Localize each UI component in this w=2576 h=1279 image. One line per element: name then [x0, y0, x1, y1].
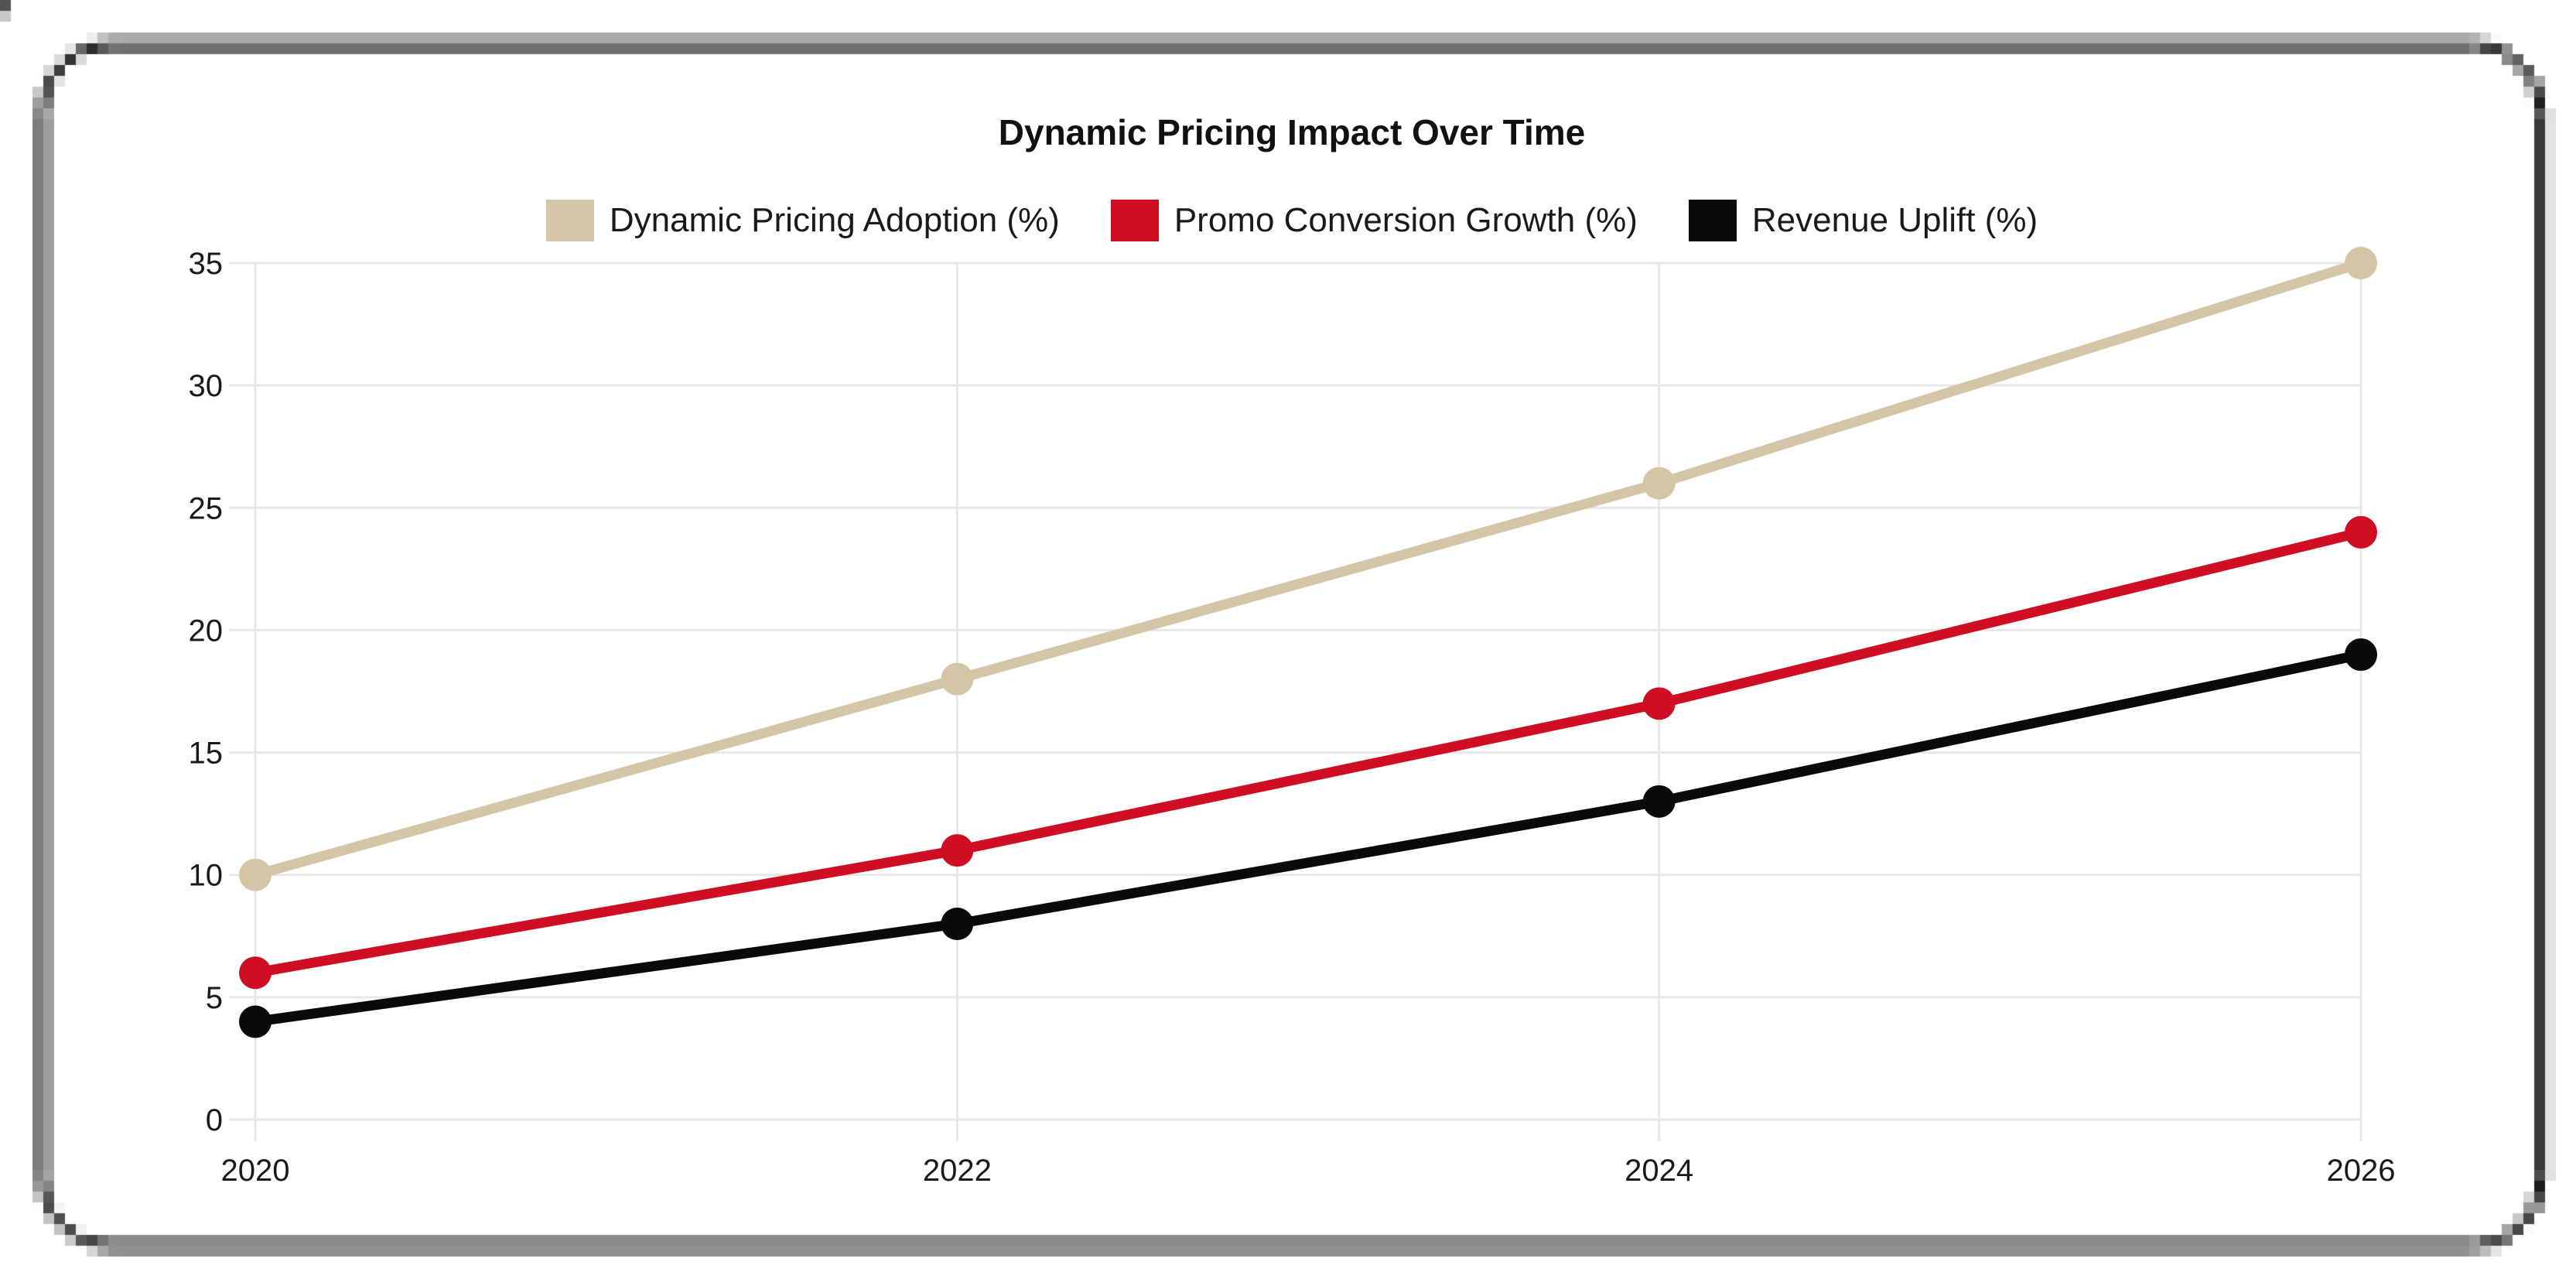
- x-tick-label: 2022: [923, 1154, 992, 1188]
- legend-label: Revenue Uplift (%): [1751, 201, 2038, 239]
- series-2: [239, 638, 2377, 1038]
- series-0: [239, 247, 2377, 891]
- x-tick-label: 2024: [1625, 1154, 1693, 1188]
- data-point: [1642, 687, 1676, 720]
- x-tick-label: 2020: [221, 1154, 290, 1188]
- y-tick-label: 25: [189, 491, 224, 525]
- y-tick-label: 20: [189, 614, 224, 648]
- chart-title: Dynamic Pricing Impact Over Time: [998, 112, 1586, 152]
- data-point: [239, 858, 272, 891]
- data-point: [941, 834, 974, 867]
- y-tick-label: 0: [206, 1103, 223, 1137]
- y-tick-label: 35: [189, 247, 224, 281]
- y-tick-label: 15: [189, 737, 224, 771]
- legend-swatch: [1110, 200, 1159, 241]
- legend-item-2[interactable]: Revenue Uplift (%): [1688, 198, 2038, 243]
- y-tick-label: 30: [189, 369, 224, 403]
- chart-legend: Dynamic Pricing Adoption (%) Promo Conver…: [43, 197, 2541, 245]
- x-tick-label: 2026: [2327, 1154, 2396, 1188]
- series-line: [250, 258, 2366, 881]
- gridlines: [229, 262, 2362, 1141]
- series-line: [250, 527, 2366, 978]
- y-tick-label: 5: [206, 981, 223, 1015]
- data-point: [2345, 515, 2377, 549]
- data-point: [2345, 247, 2377, 279]
- data-point: [239, 1005, 272, 1038]
- data-point: [2345, 638, 2377, 672]
- legend-label: Promo Conversion Growth (%): [1174, 201, 1638, 239]
- series-1: [239, 515, 2377, 990]
- data-point: [1642, 467, 1676, 500]
- data-point: [941, 662, 974, 696]
- series-line: [250, 649, 2366, 1027]
- y-tick-label: 10: [189, 859, 224, 893]
- legend-swatch: [545, 200, 594, 241]
- legend-item-1[interactable]: Promo Conversion Growth (%): [1110, 198, 1638, 243]
- data-point: [941, 907, 974, 940]
- legend-swatch: [1688, 200, 1737, 241]
- data-point: [1642, 785, 1676, 818]
- data-point: [239, 956, 272, 990]
- legend-item-0[interactable]: Dynamic Pricing Adoption (%): [545, 198, 1060, 243]
- legend-label: Dynamic Pricing Adoption (%): [609, 201, 1060, 239]
